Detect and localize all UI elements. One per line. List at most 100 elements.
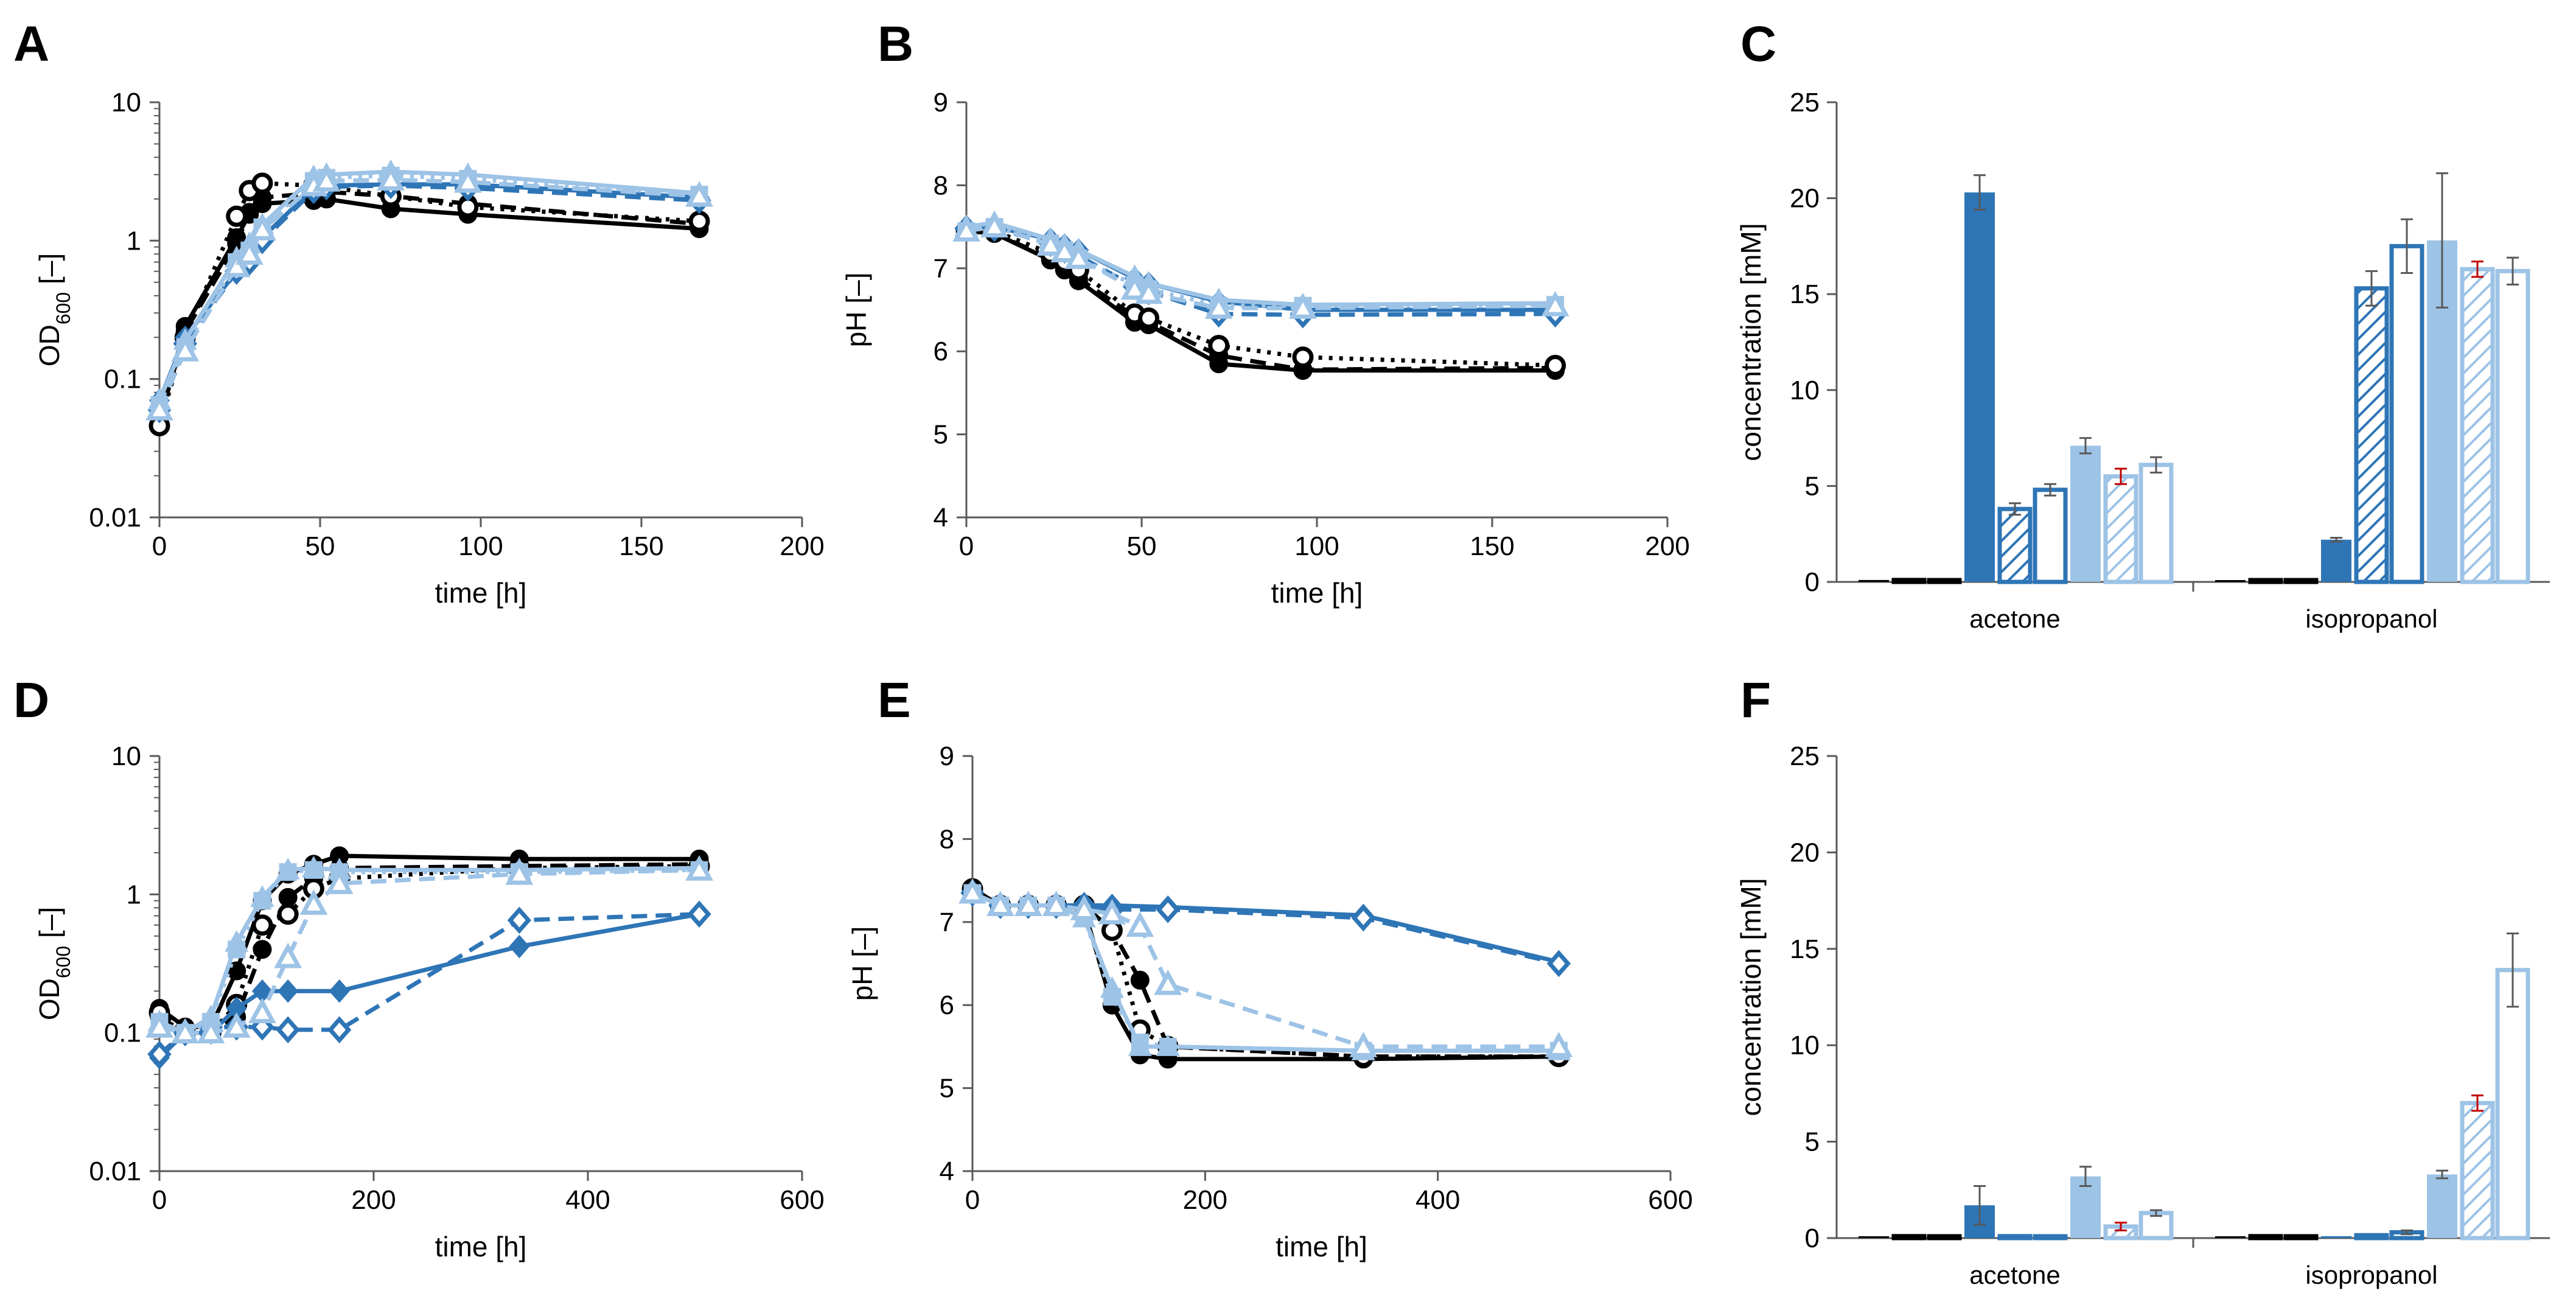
bar-series-7-isopropanol: [2427, 1174, 2457, 1238]
series-4-point: [277, 979, 299, 1003]
y-axis-title-unit: [–]: [33, 253, 65, 292]
series-2-point: [1130, 970, 1150, 990]
series-8-line: [966, 225, 1555, 310]
panel-f-concentration-bars: 0 5 10 15 20 25 concentration [mM] acetone isopr…: [1735, 741, 2550, 1289]
bar-series-9-isopropanol: [2495, 268, 2530, 584]
series-8-point: [1014, 891, 1042, 917]
series-3-point: [226, 205, 248, 227]
y-axis-title: concentration [mM]: [1735, 878, 1767, 1116]
series-5-point: [1546, 950, 1571, 978]
bar-series-4-isopropanol: [2321, 539, 2351, 582]
series-8-point: [952, 216, 980, 242]
x-tick-label: 400: [565, 1185, 610, 1215]
panel-b-ph-curve: 4 5 6 7 8 9 0 50 100 150 200 time [h] pH [–]: [840, 88, 1690, 609]
series-8-point: [222, 1012, 251, 1038]
series-8-point: [1050, 237, 1079, 263]
y-tick-label: 4: [940, 1157, 954, 1186]
series-3-line: [966, 228, 1555, 368]
series-5-point: [147, 1040, 172, 1068]
series-4-point: [509, 934, 530, 959]
series-8-point: [1134, 278, 1163, 304]
y-tick-label: 7: [934, 254, 948, 284]
series-8-point: [171, 1018, 200, 1044]
series-8-point: [1070, 895, 1098, 920]
series-8-point: [248, 998, 276, 1023]
category-label: isopropanol: [2305, 1261, 2437, 1289]
series-8-point: [248, 215, 276, 240]
series-8-point: [145, 1012, 173, 1038]
series-8: [958, 878, 1573, 1057]
y-tick-label: 9: [940, 741, 954, 771]
series-8-point: [197, 1018, 225, 1044]
y-tick-label: 25: [1790, 88, 1820, 117]
series-3-point: [1138, 307, 1160, 329]
series-3-point: [1545, 354, 1566, 376]
y-tick-label: 0: [1805, 567, 1820, 597]
y-tick-label: 0.1: [104, 365, 141, 394]
series-5-point: [276, 1016, 300, 1044]
series-7-point: [304, 861, 323, 879]
y-tick-label: 1: [127, 226, 141, 256]
series-6-line: [971, 891, 1559, 1053]
series-3-line: [157, 181, 700, 427]
y-tick-label: 0.01: [89, 1157, 141, 1186]
panel-letter-a: A: [13, 16, 49, 72]
bar-series-4-isopropanol: [2321, 1236, 2351, 1238]
x-tick-label: 150: [619, 531, 663, 561]
y-tick-label: 9: [934, 88, 948, 117]
x-tick-label: 0: [152, 531, 167, 561]
y-axis-title: OD600 [–]: [33, 253, 74, 366]
series-3-point: [277, 903, 299, 925]
x-tick-label: 50: [1127, 531, 1157, 561]
series-8-point: [1289, 293, 1317, 319]
x-axis-title: time [h]: [1271, 577, 1363, 609]
y-axis-title-main: OD: [33, 324, 65, 366]
y-tick-label: 8: [934, 170, 948, 200]
bar-series-5-isopropanol: [2354, 1233, 2389, 1241]
y-tick-label: 10: [1790, 1031, 1820, 1060]
series-8-point: [1098, 898, 1126, 925]
series-3-point: [251, 914, 273, 936]
bar-series-3-isopropanol: [2283, 578, 2319, 584]
y-tick-label: 7: [940, 908, 954, 937]
series-6-line: [966, 220, 1555, 307]
bar-series-7-acetone: [2070, 446, 2101, 582]
bar-series-5-acetone: [1997, 506, 2033, 584]
series-7-point: [228, 940, 246, 959]
y-axis-title-subscript: 600: [52, 946, 74, 978]
series-8: [145, 165, 713, 421]
series-8-point: [1349, 1032, 1378, 1057]
x-axis-title: time [h]: [435, 577, 527, 609]
series-8-point: [222, 251, 251, 278]
series-8-point: [1204, 293, 1233, 319]
series-8-point: [1545, 1032, 1573, 1057]
x-tick-label: 600: [780, 1185, 824, 1215]
x-tick-label: 100: [1294, 531, 1339, 561]
panel-c-concentration-bars: 0 5 10 15 20 25 concentration [mM] acetone isopr…: [1735, 88, 2550, 633]
series-8-point: [377, 165, 405, 191]
series-8-point: [1126, 911, 1154, 937]
series-8-point: [1120, 274, 1149, 300]
panel-letter-c: C: [1740, 16, 1776, 72]
series-8-point: [1042, 891, 1070, 917]
bar-series-2-acetone: [1891, 1234, 1927, 1241]
category-label: acetone: [1969, 1261, 2060, 1289]
y-axis-title: pH [–]: [846, 926, 878, 1001]
bar-series-4-acetone: [1964, 192, 1995, 582]
series-7-line: [971, 891, 1559, 1053]
series-8-point: [312, 166, 341, 192]
series-8-point: [325, 869, 354, 894]
bar-series-6-acetone: [2033, 1234, 2068, 1241]
y-axis-title-main: pH [–]: [846, 926, 878, 1001]
bar-series-2-isopropanol: [2248, 578, 2283, 584]
series-7-line: [157, 173, 700, 406]
bar-series-6-acetone: [2033, 488, 2068, 584]
x-tick-label: 600: [1648, 1185, 1692, 1215]
bar-series-6-isopropanol: [2389, 243, 2424, 584]
series-3-point: [1208, 335, 1230, 357]
series-7-point: [1103, 988, 1121, 1006]
bar-series-3-isopropanol: [2283, 1234, 2319, 1241]
series-8-point: [685, 855, 713, 881]
